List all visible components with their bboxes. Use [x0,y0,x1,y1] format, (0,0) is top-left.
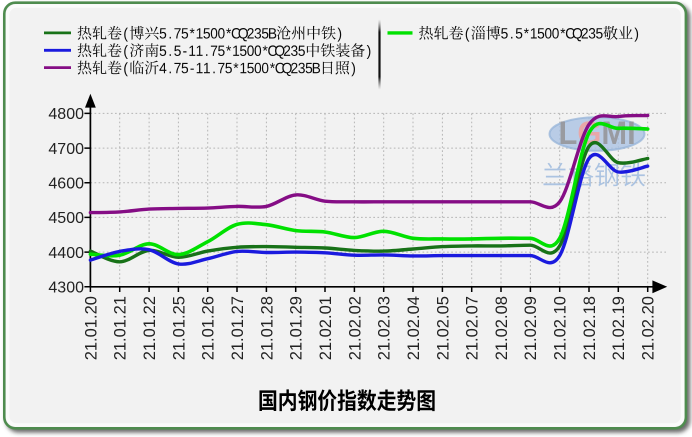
svg-text:21.02.04: 21.02.04 [405,296,423,360]
svg-text:21.02.05: 21.02.05 [434,296,452,360]
svg-text:21.02.09: 21.02.09 [522,296,540,360]
svg-text:21.01.20: 21.01.20 [82,296,100,360]
svg-text:21.02.07: 21.02.07 [464,296,482,360]
svg-text:21.01.29: 21.01.29 [288,296,306,360]
svg-text:21.01.25: 21.01.25 [170,296,188,360]
svg-text:4600: 4600 [48,176,84,193]
svg-text:21.02.08: 21.02.08 [493,296,511,360]
svg-text:4300: 4300 [48,280,84,297]
svg-text:21.02.01: 21.02.01 [317,296,335,360]
svg-text:4700: 4700 [48,141,84,158]
svg-text:21.02.02: 21.02.02 [346,296,364,360]
svg-text:21.01.22: 21.01.22 [141,296,159,360]
svg-text:4500: 4500 [48,210,84,227]
svg-text:21.01.28: 21.01.28 [258,296,276,360]
svg-text:21.02.10: 21.02.10 [552,296,570,360]
svg-text:21.01.27: 21.01.27 [229,296,247,360]
svg-text:4400: 4400 [48,245,84,262]
svg-text:4800: 4800 [48,106,84,123]
svg-text:21.01.26: 21.01.26 [200,296,218,360]
svg-text:21.01.21: 21.01.21 [112,296,130,360]
svg-text:21.02.20: 21.02.20 [640,296,658,360]
svg-text:21.02.18: 21.02.18 [581,296,599,360]
svg-text:LGMI: LGMI [559,114,636,151]
svg-text:21.02.19: 21.02.19 [610,296,628,360]
svg-text:21.02.03: 21.02.03 [376,296,394,360]
